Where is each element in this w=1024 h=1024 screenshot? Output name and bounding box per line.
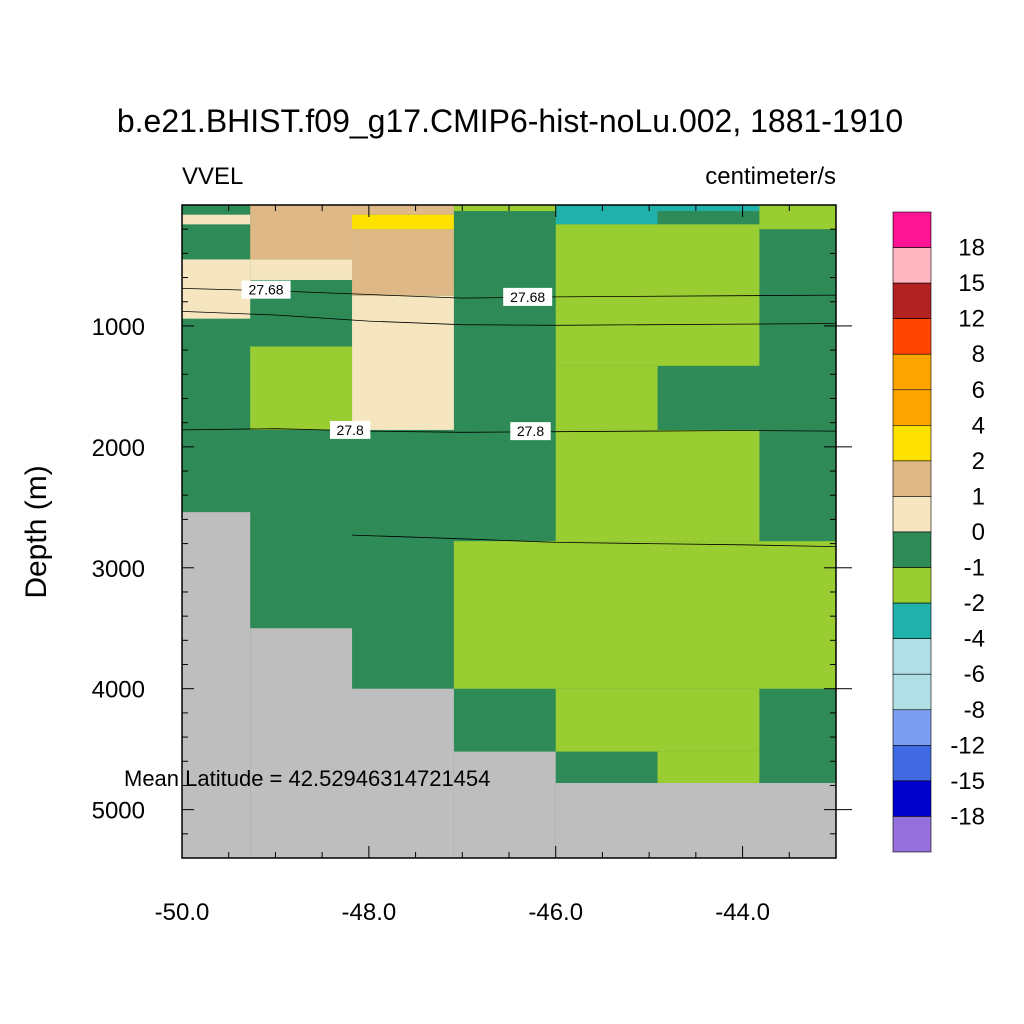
colorbar-label: -1 <box>964 555 985 582</box>
colorbar-swatch <box>892 816 932 853</box>
heatmap-cell <box>555 365 658 430</box>
contour-labels: 27.68 27.68 27.8 27.8 <box>241 280 553 441</box>
colorbar-swatch <box>892 531 932 568</box>
heatmap-cell <box>453 205 556 212</box>
heatmap-cell <box>555 783 836 858</box>
heatmap-cell <box>352 229 454 296</box>
colorbar-label: -15 <box>950 768 985 795</box>
chart-title: b.e21.BHIST.f09_g17.CMIP6-hist-noLu.002,… <box>117 103 903 139</box>
colorbar-label: -6 <box>964 661 985 688</box>
heatmap-cell <box>453 541 836 689</box>
units-label: centimeter/s <box>705 163 836 190</box>
colorbar-swatch <box>892 567 932 604</box>
colorbar-label: -4 <box>964 626 985 653</box>
heatmap-cell <box>555 205 658 225</box>
contour-line <box>182 311 836 326</box>
colorbar-label: -18 <box>950 803 985 830</box>
colorbar-swatch <box>892 389 932 426</box>
contour-label-bg <box>241 280 291 299</box>
colorbar-swatch <box>892 460 932 497</box>
heatmap-cell <box>759 205 836 230</box>
contour-label-bg <box>503 287 553 306</box>
contour-label-bg <box>329 420 371 439</box>
colorbar-swatch <box>892 709 932 746</box>
x-tick-label: -48.0 <box>342 899 397 926</box>
y-tick-label: 5000 <box>92 798 145 825</box>
heatmap-cell <box>555 429 760 542</box>
colorbar-swatch <box>892 780 932 817</box>
heatmap-cell <box>352 205 454 215</box>
colorbar-label: 6 <box>972 377 985 404</box>
y-tick-label: 3000 <box>92 556 145 583</box>
heatmap-cell <box>250 346 353 430</box>
colorbar-swatch <box>892 673 932 711</box>
colorbar-label: -2 <box>964 590 985 617</box>
colorbar-label: 12 <box>958 306 985 333</box>
axis-ticks: -50.0 -48.0 -46.0 -44.0 1000 2000 3000 4000 5000 <box>92 205 852 926</box>
y-axis-label: Depth (m) <box>20 465 53 598</box>
contour-label: 27.68 <box>510 289 545 305</box>
contour-label-bg <box>510 422 551 441</box>
colorbar-swatch <box>892 282 932 319</box>
heatmap-cell <box>352 295 454 430</box>
colorbar-swatch <box>892 247 932 284</box>
contour-line <box>182 428 836 433</box>
colorbar-swatch <box>892 425 932 462</box>
heatmap-cells <box>182 205 836 858</box>
heatmap-cell <box>453 751 556 858</box>
contour-label: 27.8 <box>337 422 364 438</box>
contour-line <box>351 534 836 547</box>
colorbar-label: 2 <box>972 448 985 475</box>
mean-latitude-annotation: Mean Latitude = 42.52946314721454 <box>124 766 490 791</box>
variable-label: VVEL <box>182 163 243 190</box>
x-tick-label: -50.0 <box>155 899 210 926</box>
heatmap-cell <box>657 751 760 784</box>
heatmap-cell <box>555 688 760 752</box>
contour-label: 27.8 <box>517 423 544 439</box>
heatmap-cell <box>657 205 760 212</box>
heatmap-cell <box>250 205 353 260</box>
colorbar-label: 18 <box>958 235 985 262</box>
y-tick-label: 4000 <box>92 677 145 704</box>
x-tick-label: -44.0 <box>715 899 770 926</box>
heatmap-cell <box>182 214 251 225</box>
colorbar-label: 15 <box>958 270 985 297</box>
heatmap-cell <box>250 259 353 280</box>
colorbar-swatch <box>892 638 932 675</box>
colorbar-swatch <box>892 318 932 355</box>
heatmap-cell <box>182 512 251 858</box>
colorbar: 18 15 12 8 6 4 2 1 0 -1 -2 -4 -6 -8 -12 -15 -18 <box>892 211 985 853</box>
heatmap-cell <box>352 214 454 230</box>
contour-label: 27.68 <box>249 282 284 298</box>
heatmap-cell <box>250 628 353 858</box>
colorbar-label: -8 <box>964 697 985 724</box>
colorbar-label: -12 <box>950 732 985 759</box>
heatmap-cell <box>352 688 454 858</box>
colorbar-swatch <box>892 602 932 639</box>
colorbar-label: 0 <box>972 519 985 546</box>
colorbar-swatch <box>892 745 932 782</box>
heatmap-cell <box>555 224 760 366</box>
y-tick-label: 2000 <box>92 435 145 462</box>
x-tick-label: -46.0 <box>528 899 583 926</box>
colorbar-swatch <box>892 353 932 391</box>
colorbar-label: 4 <box>972 412 985 439</box>
y-tick-label: 1000 <box>92 314 145 341</box>
colorbar-swatch <box>892 211 932 248</box>
heatmap-cell <box>182 205 251 215</box>
colorbar-label: 8 <box>972 341 985 368</box>
colorbar-swatch <box>892 496 932 533</box>
colorbar-label: 1 <box>972 483 985 510</box>
